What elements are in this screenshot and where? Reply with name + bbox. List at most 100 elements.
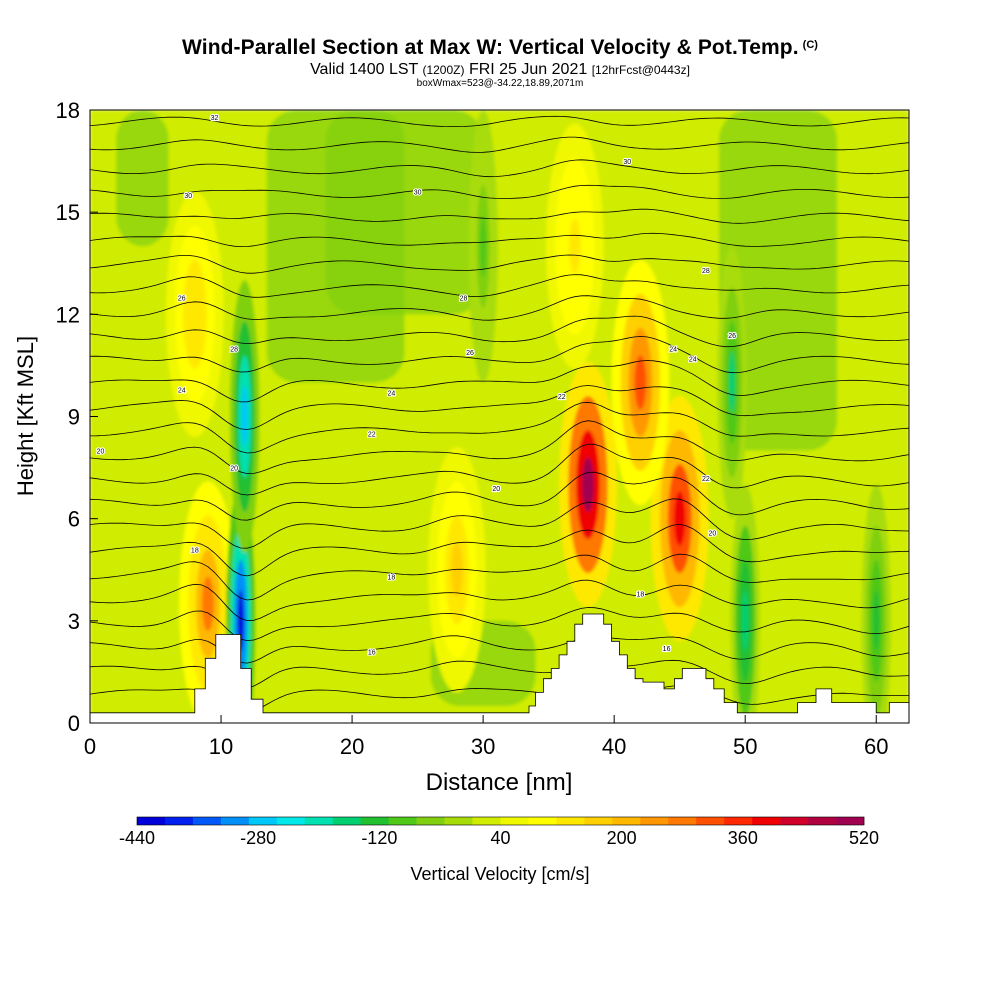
colorbar-swatch — [192, 817, 222, 825]
y-tick-label: 12 — [56, 302, 80, 327]
isentrope-line-4 — [90, 579, 909, 622]
y-tick-label: 9 — [68, 405, 80, 430]
isentrope-line-6 — [90, 523, 909, 577]
colorbar-swatch — [752, 817, 781, 825]
forecast-run: [12hrFcst@0443z] — [591, 63, 690, 77]
isentrope-line-9 — [90, 443, 909, 496]
isentrope-line-23 — [90, 136, 909, 153]
downdraft-core-8-level-3 — [241, 385, 248, 448]
isentrope-label: 28 — [230, 346, 238, 353]
colorbar-swatch — [388, 817, 417, 825]
colorbar-swatch — [528, 817, 557, 825]
terrain-mask — [89, 613, 910, 724]
x-axis-label: Distance [nm] — [426, 769, 573, 796]
isentrope-line-13 — [90, 360, 909, 403]
colorbar-tick-label: 200 — [607, 828, 637, 848]
isentrope-label: 20 — [492, 486, 500, 493]
isentrope-line-25 — [90, 94, 909, 102]
isentrope-line-16 — [90, 295, 909, 321]
utc-time: (1200Z) — [422, 63, 465, 77]
x-tick-label: 30 — [471, 734, 495, 759]
isentrope-line-17 — [90, 274, 909, 298]
isentrope-label: 16 — [368, 649, 376, 656]
y-tick-label: 0 — [68, 711, 80, 736]
colorbar-swatch — [556, 817, 585, 825]
colorbar — [136, 816, 865, 826]
isentrope-label: 26 — [466, 350, 474, 357]
y-tick-label: 6 — [68, 507, 80, 532]
y-tick-label: 18 — [56, 98, 80, 123]
x-tick-label: 60 — [864, 734, 888, 759]
y-tick-label: 3 — [68, 609, 80, 634]
colorbar-swatch — [612, 817, 641, 825]
isentrope-line-7 — [90, 498, 909, 549]
isentrope-label: 16 — [663, 646, 671, 653]
colorbar-tick-label: 360 — [728, 828, 758, 848]
copyright-mark: (C) — [802, 39, 818, 51]
isentrope-label: 26 — [728, 333, 736, 340]
forecast-date: FRI 25 Jun 2021 — [468, 61, 588, 78]
isentrope-label: 20 — [709, 530, 717, 537]
isentrope-label: 30 — [623, 159, 631, 166]
isentrope-label: 24 — [387, 391, 395, 398]
isentrope-line-20 — [90, 208, 909, 224]
updraft-core-4-level-3 — [188, 287, 201, 342]
colorbar-swatch — [220, 817, 250, 825]
isentrope-label: 30 — [184, 193, 192, 200]
updraft-core-3-level-3 — [202, 576, 214, 632]
isentrope-label: 18 — [191, 547, 199, 554]
isentrope-label: 22 — [368, 432, 376, 439]
colorbar-swatch — [164, 817, 194, 825]
colorbar-swatch — [472, 817, 501, 825]
isentrope-label: 30 — [414, 190, 422, 197]
colorbar-swatch — [696, 817, 725, 825]
x-tick-label: 10 — [209, 734, 233, 759]
colorbar-swatch — [584, 817, 613, 825]
downdraft-core-10-level-3 — [728, 351, 736, 414]
colorbar-swatch — [360, 817, 389, 825]
isentrope-line-10 — [90, 420, 909, 475]
isentrope-label: 22 — [558, 394, 566, 401]
colorbar-swatch — [304, 817, 334, 825]
colorbar-swatch — [836, 817, 865, 825]
isentrope-label: 20 — [97, 449, 105, 456]
valid-time-line: Valid 1400 LST (1200Z) FRI 25 Jun 2021 [… — [0, 61, 1000, 79]
updraft-core-0-level-3 — [582, 457, 594, 512]
chart-title: Wind-Parallel Section at Max W: Vertical… — [182, 36, 799, 59]
isentrope-line-5 — [90, 553, 909, 601]
isentrope-label: 18 — [387, 575, 395, 582]
x-tick-label: 40 — [602, 734, 626, 759]
updraft-core-2-level-3 — [634, 355, 647, 410]
isentrope-line-3 — [90, 607, 909, 642]
isentrope-label: 22 — [702, 476, 710, 483]
isentrope-line-22 — [90, 159, 909, 178]
isentrope-line-8 — [90, 471, 909, 521]
isentrope-label: 20 — [230, 466, 238, 473]
isentrope-line-21 — [90, 184, 909, 200]
isentrope-line-18 — [90, 254, 909, 274]
colorbar-swatch — [780, 817, 809, 825]
colorbar-swatch — [808, 817, 837, 825]
colorbar-swatch — [137, 817, 166, 825]
colorbar-swatch — [668, 817, 697, 825]
y-axis-label: Height [Kft MSL] — [13, 336, 38, 496]
colorbar-tick-label: 520 — [849, 828, 879, 848]
colorbar-tick-labels: -440 -280 -120 40 200 360 520 — [119, 828, 879, 848]
colorbar-tick-label: -120 — [361, 828, 397, 848]
y-tick-label: 15 — [56, 200, 80, 225]
weak-band-1 — [325, 110, 484, 315]
isentrope-line-14 — [90, 336, 909, 374]
colorbar-tick-label: 40 — [490, 828, 510, 848]
isentrope-label: 18 — [636, 592, 644, 599]
isentrope-label: 32 — [211, 115, 219, 122]
colorbar-swatch — [248, 817, 278, 825]
box-wmax-note: boxWmax=523@-34.22,18.89,2071m — [416, 78, 584, 89]
colorbar-swatch — [724, 817, 753, 825]
downdraft-core-12-level-3 — [873, 590, 880, 652]
isentrope-line-12 — [90, 385, 909, 430]
isentrope-line-11 — [90, 401, 909, 454]
downdraft-core-11-level-3 — [479, 215, 487, 277]
isentrope-line-19 — [90, 232, 909, 248]
colorbar-swatch — [500, 817, 529, 825]
